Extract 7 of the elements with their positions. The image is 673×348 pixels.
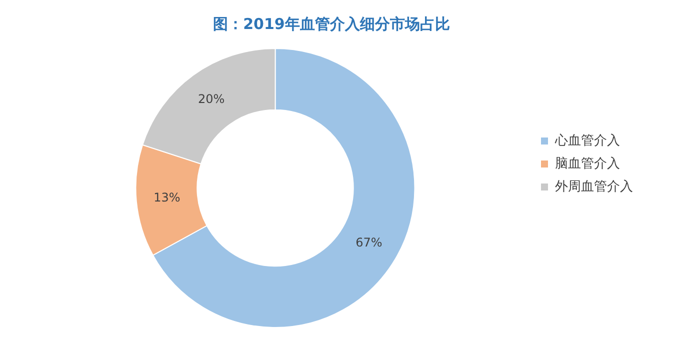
data-label: 13% [154,190,180,204]
legend-label: 心血管介入 [554,132,620,148]
data-label: 20% [198,92,225,106]
chart-title: 图：2019年血管介入细分市场占比 [213,14,450,33]
legend-label: 外周血管介入 [555,179,633,194]
legend-label: 脑血管介入 [555,156,620,172]
data-label: 67% [356,236,382,250]
